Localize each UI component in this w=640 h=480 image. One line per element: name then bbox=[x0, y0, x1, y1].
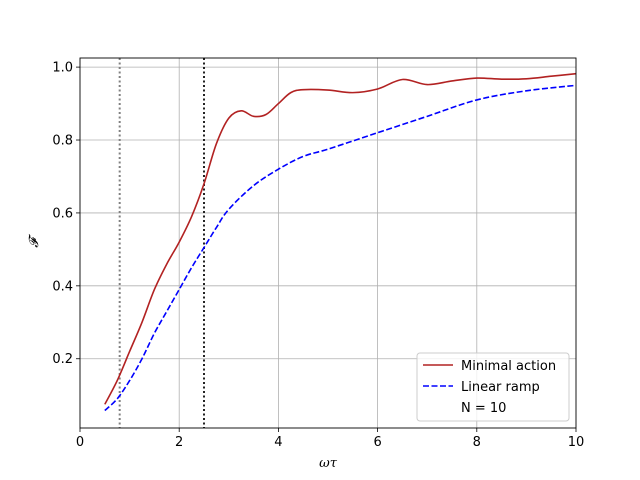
legend-label-n: N = 10 bbox=[461, 401, 506, 416]
y-axis-label: 𝓕 bbox=[27, 234, 42, 248]
y-ticks: 0.2 0.4 0.6 0.8 1.0 bbox=[52, 61, 80, 367]
series-lines bbox=[104, 72, 577, 412]
y-tick-label: 1.0 bbox=[52, 61, 73, 76]
x-tick-label: 8 bbox=[473, 435, 481, 450]
x-tick-label: 4 bbox=[274, 435, 282, 450]
y-tick-label: 0.2 bbox=[52, 352, 73, 367]
legend-label-minimal-action: Minimal action bbox=[461, 359, 556, 374]
series-line-minimal-action bbox=[104, 72, 577, 405]
y-tick-label: 0.8 bbox=[52, 134, 73, 149]
legend: Minimal action Linear ramp N = 10 bbox=[416, 352, 570, 422]
y-tick-label: 0.6 bbox=[52, 206, 73, 221]
plot-frame bbox=[79, 57, 577, 429]
x-tick-label: 2 bbox=[175, 435, 183, 450]
x-ticks: 0 2 4 6 8 10 bbox=[76, 428, 584, 450]
legend-label-linear-ramp: Linear ramp bbox=[461, 380, 540, 395]
grid bbox=[80, 58, 576, 428]
y-tick-label: 0.4 bbox=[52, 279, 73, 294]
reference-lines bbox=[118, 58, 205, 428]
x-tick-label: 10 bbox=[568, 435, 585, 450]
x-tick-label: 0 bbox=[76, 435, 84, 450]
x-axis-label: ωτ bbox=[319, 456, 338, 471]
legend-box bbox=[416, 352, 570, 422]
x-tick-label: 6 bbox=[373, 435, 381, 450]
series-line-linear-ramp bbox=[104, 84, 577, 412]
